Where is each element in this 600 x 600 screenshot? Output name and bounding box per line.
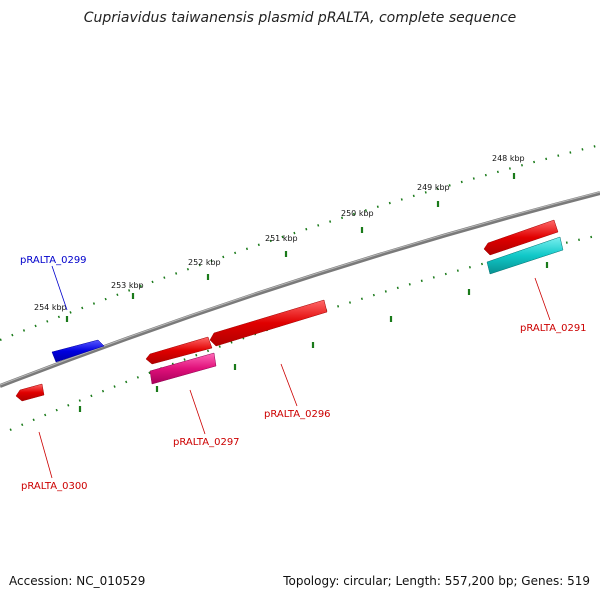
- leader-pRALTA_0296: [280, 363, 298, 407]
- label-pRALTA_0299[interactable]: pRALTA_0299: [20, 255, 87, 266]
- label-pRALTA_0296[interactable]: pRALTA_0296: [264, 409, 331, 420]
- length-value: 557,200 bp: [444, 574, 514, 588]
- tick-label-251: 251 kbp: [265, 234, 298, 243]
- leader-pRALTA_0291: [534, 277, 551, 321]
- accession-label: Accession:: [9, 574, 73, 588]
- label-pRALTA_0297[interactable]: pRALTA_0297: [173, 437, 240, 448]
- gene-pRALTA_0297[interactable]: [149, 352, 217, 385]
- tick-label-249: 249 kbp: [417, 183, 450, 192]
- tick-label-248: 248 kbp: [492, 154, 525, 163]
- gene-pRALTA_0291-upper[interactable]: [483, 219, 559, 256]
- gene-pRALTA_0297-upper[interactable]: [145, 336, 213, 365]
- map-title: Cupriavidus taiwanensis plasmid pRALTA, …: [83, 10, 517, 26]
- genes-value: 519: [567, 574, 590, 588]
- label-pRALTA_0300[interactable]: pRALTA_0300: [21, 481, 88, 492]
- length-label: Length:: [395, 574, 441, 588]
- leader-pRALTA_0300: [38, 431, 53, 479]
- leader-pRALTA_0297: [189, 389, 206, 435]
- genes-label: Genes:: [521, 574, 564, 588]
- tick-label-252: 252 kbp: [188, 258, 221, 267]
- accession-info: Accession: NC_010529: [9, 574, 145, 588]
- topology-value: circular: [343, 574, 388, 588]
- sequence-summary: Topology: circular; Length: 557,200 bp; …: [283, 574, 590, 588]
- leader-pRALTA_0299: [51, 265, 68, 311]
- tick-label-253: 253 kbp: [111, 281, 144, 290]
- label-pRALTA_0291[interactable]: pRALTA_0291: [520, 323, 587, 334]
- gene-pRALTA_0296[interactable]: [209, 299, 328, 347]
- gene-pRALTA_0299[interactable]: [51, 339, 105, 363]
- tick-label-254: 254 kbp: [34, 303, 67, 312]
- tick-label-250: 250 kbp: [341, 209, 374, 218]
- gene-pRALTA_0291[interactable]: [486, 236, 564, 275]
- topology-label: Topology:: [283, 574, 340, 588]
- gene-pRALTA_0300[interactable]: [15, 383, 45, 402]
- plasmid-backbone: [0, 191, 600, 388]
- accession-value: NC_010529: [76, 574, 146, 588]
- major-ticks: [65, 173, 549, 412]
